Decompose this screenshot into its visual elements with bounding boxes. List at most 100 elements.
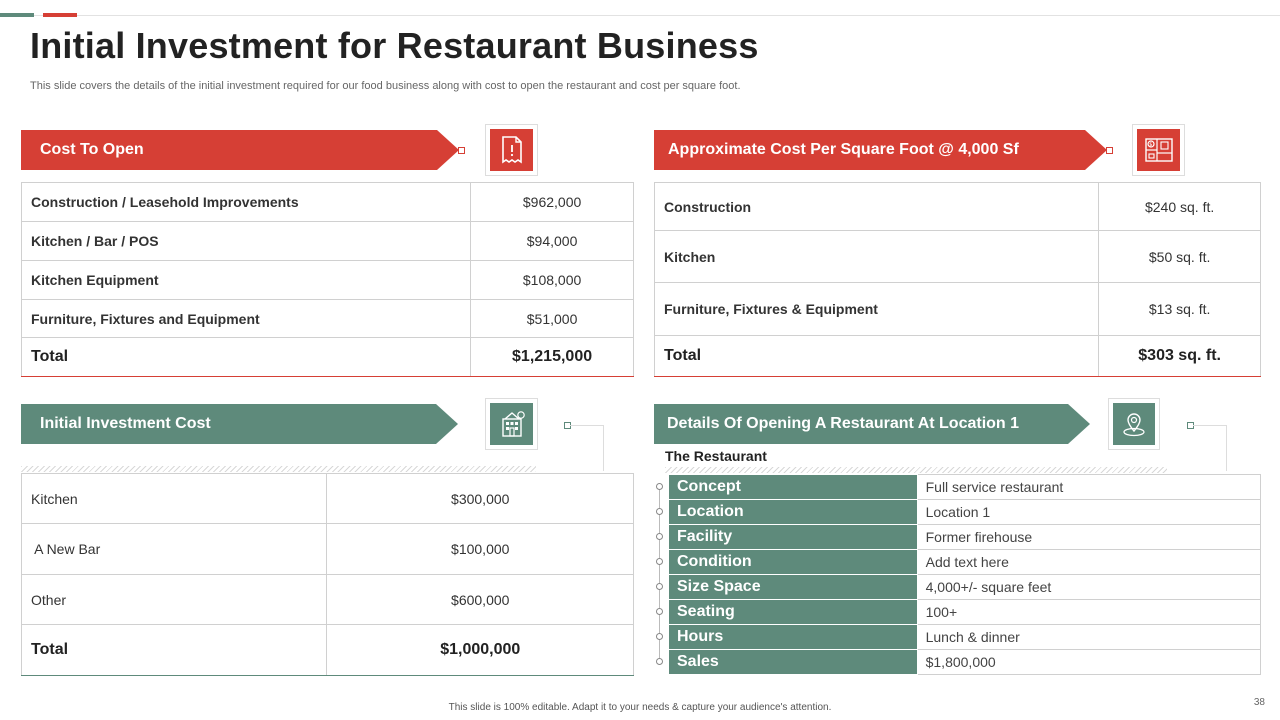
table-row: Kitchen / Bar / POS $94,000	[20, 221, 634, 261]
total-row: Total $1,000,000	[20, 624, 634, 676]
detail-value: $1,800,000	[916, 649, 1262, 675]
table-row: Other $600,000	[20, 574, 634, 625]
location-icon-box	[1108, 398, 1160, 450]
table-row: Sales $1,800,000	[668, 649, 1262, 675]
initial-investment-heading: Initial Investment Cost	[40, 415, 211, 432]
row-label: Kitchen	[20, 473, 328, 524]
header-rule	[0, 15, 1280, 16]
receipt-icon-box	[485, 124, 538, 176]
connector-line	[570, 425, 604, 471]
total-label: Total	[20, 624, 328, 676]
table-row: Location Location 1	[668, 499, 1262, 525]
detail-key: Location	[668, 499, 918, 525]
hatch-divider	[21, 466, 536, 472]
table-row: Condition Add text here	[668, 549, 1262, 575]
row-label: Furniture, Fixtures and Equipment	[20, 299, 472, 338]
header-accent-green	[0, 13, 34, 17]
blueprint-icon-box: $	[1132, 124, 1185, 176]
detail-key: Concept	[668, 474, 918, 500]
banner-connector-dot	[1106, 147, 1113, 154]
row-value: $962,000	[470, 182, 634, 222]
building-icon-box	[485, 398, 538, 450]
detail-value: Lunch & dinner	[916, 624, 1262, 650]
table-row: Size Space 4,000+/- square feet	[668, 574, 1262, 600]
detail-key: Condition	[668, 549, 918, 575]
page-subtitle: This slide covers the details of the ini…	[30, 80, 741, 92]
table-row: Furniture, Fixtures & Equipment $13 sq. f…	[653, 282, 1261, 336]
detail-key: Sales	[668, 649, 918, 675]
timeline-dot	[656, 658, 663, 665]
row-value: $300,000	[326, 473, 634, 524]
header-accent-red	[43, 13, 77, 17]
detail-key: Facility	[668, 524, 918, 550]
row-value: $108,000	[470, 260, 634, 300]
row-value: $51,000	[470, 299, 634, 338]
detail-value: Full service restaurant	[916, 474, 1262, 500]
row-label: Kitchen	[653, 230, 1100, 283]
table-row: Furniture, Fixtures and Equipment $51,000	[20, 299, 634, 338]
page-number: 38	[1253, 697, 1265, 708]
cost-to-open-heading: Cost To Open	[40, 141, 144, 158]
total-label: Total	[653, 335, 1100, 377]
total-row: Total $1,215,000	[20, 337, 634, 377]
footer-note: This slide is 100% editable. Adapt it to…	[448, 702, 832, 713]
blueprint-icon: $	[1144, 138, 1173, 162]
row-label: Kitchen Equipment	[20, 260, 472, 300]
location-details-table: Concept Full service restaurant Location L…	[668, 474, 1262, 675]
connector-line	[1193, 425, 1227, 471]
table-row: Facility Former firehouse	[668, 524, 1262, 550]
total-value: $1,215,000	[470, 337, 634, 377]
table-row: Kitchen $300,000	[20, 473, 634, 524]
row-label: Construction	[653, 182, 1100, 231]
timeline-dot	[656, 533, 663, 540]
table-row: Construction / Leasehold Improvements $96…	[20, 182, 634, 222]
table-row: Seating 100+	[668, 599, 1262, 625]
timeline-dot	[656, 508, 663, 515]
total-label: Total	[20, 337, 472, 377]
row-value: $50 sq. ft.	[1098, 230, 1261, 283]
table-row: Hours Lunch & dinner	[668, 624, 1262, 650]
table-row: Kitchen $50 sq. ft.	[653, 230, 1261, 283]
row-label: A New Bar	[20, 523, 328, 575]
table-row: Concept Full service restaurant	[668, 474, 1262, 500]
timeline-dot	[656, 483, 663, 490]
cost-per-sqft-heading: Approximate Cost Per Square Foot @ 4,000…	[668, 141, 1019, 158]
initial-investment-table: Kitchen $300,000 A New Bar $100,000 Other $…	[20, 473, 634, 676]
detail-key: Size Space	[668, 574, 918, 600]
location-details-heading: Details Of Opening A Restaurant At Locat…	[667, 415, 1020, 432]
receipt-icon	[501, 136, 522, 164]
row-label: Kitchen / Bar / POS	[20, 221, 472, 261]
location-pin-icon	[1123, 413, 1145, 437]
timeline-dot	[656, 558, 663, 565]
svg-text:$: $	[1149, 142, 1152, 148]
timeline-dot	[656, 583, 663, 590]
detail-value: 4,000+/- square feet	[916, 574, 1262, 600]
cost-per-sqft-table: Construction $240 sq. ft. Kitchen $50 sq. …	[653, 182, 1261, 377]
detail-key: Hours	[668, 624, 918, 650]
total-value: $1,000,000	[326, 624, 634, 676]
detail-key: Seating	[668, 599, 918, 625]
row-value: $100,000	[326, 523, 634, 575]
table-row: Construction $240 sq. ft.	[653, 182, 1261, 231]
page-title: Initial Investment for Restaurant Busine…	[30, 25, 759, 66]
row-label: Construction / Leasehold Improvements	[20, 182, 472, 222]
timeline-line	[659, 484, 660, 665]
row-value: $240 sq. ft.	[1098, 182, 1261, 231]
total-row: Total $303 sq. ft.	[653, 335, 1261, 377]
table-row: Kitchen Equipment $108,000	[20, 260, 634, 300]
cost-to-open-banner: Cost To Open	[21, 130, 459, 170]
row-value: $13 sq. ft.	[1098, 282, 1261, 336]
detail-value: Add text here	[916, 549, 1262, 575]
row-value: $94,000	[470, 221, 634, 261]
building-icon	[501, 411, 525, 437]
banner-connector-dot	[458, 147, 465, 154]
row-value: $600,000	[326, 574, 634, 625]
location-details-banner: Details Of Opening A Restaurant At Locat…	[654, 404, 1090, 444]
restaurant-subheading: The Restaurant	[665, 448, 767, 464]
total-value: $303 sq. ft.	[1098, 335, 1261, 377]
cost-to-open-table: Construction / Leasehold Improvements $96…	[20, 182, 634, 377]
detail-value: Former firehouse	[916, 524, 1262, 550]
cost-per-sqft-banner: Approximate Cost Per Square Foot @ 4,000…	[654, 130, 1107, 170]
detail-value: Location 1	[916, 499, 1262, 525]
hatch-divider	[665, 467, 1167, 473]
